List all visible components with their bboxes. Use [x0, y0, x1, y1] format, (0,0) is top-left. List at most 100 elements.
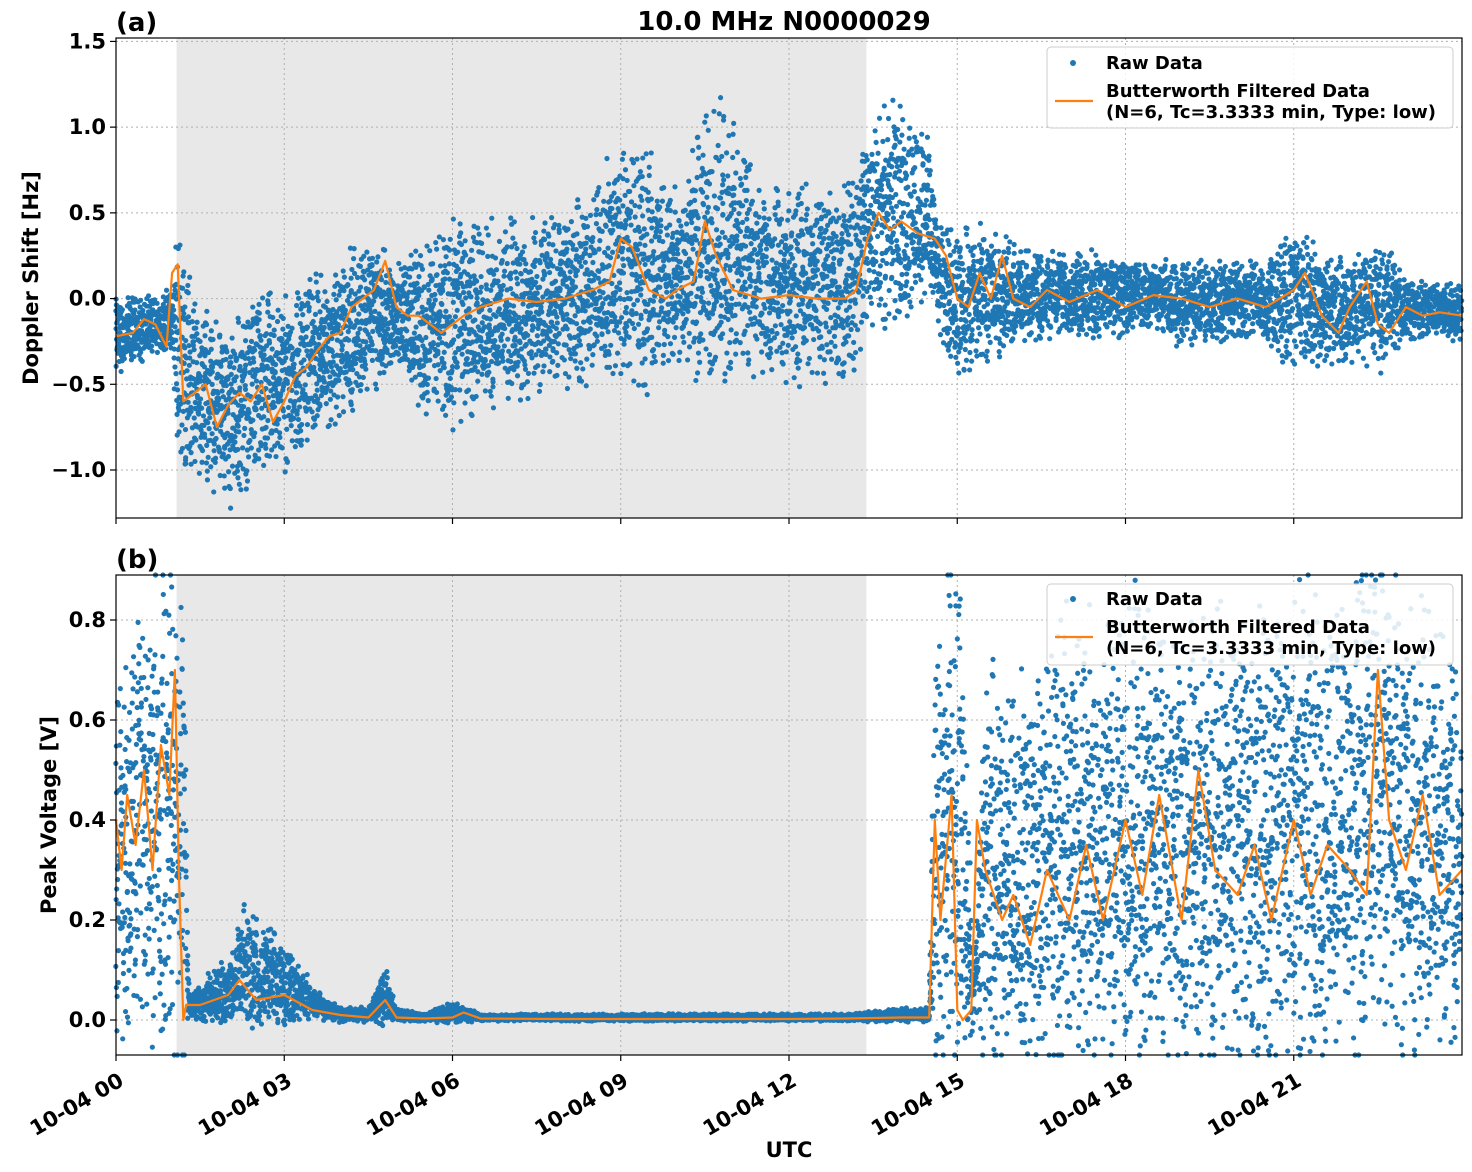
raw-data-point — [843, 339, 849, 345]
raw-data-point — [531, 263, 537, 270]
raw-data-point — [722, 234, 728, 240]
raw-data-point — [740, 219, 746, 226]
raw-data-point — [233, 357, 239, 364]
raw-data-point — [340, 409, 347, 415]
raw-data-point — [804, 211, 810, 218]
raw-data-point — [847, 192, 853, 198]
raw-data-point — [478, 284, 484, 290]
raw-data-point — [611, 190, 617, 196]
raw-data-point — [628, 222, 634, 228]
raw-data-point — [729, 295, 735, 302]
raw-data-point — [593, 221, 600, 227]
raw-data-point — [666, 309, 672, 315]
raw-data-point — [277, 377, 283, 383]
raw-data-point — [375, 254, 381, 260]
raw-data-point — [176, 407, 182, 413]
raw-data-point — [180, 273, 186, 279]
raw-data-point — [514, 245, 520, 252]
raw-data-point — [825, 300, 831, 306]
raw-data-point — [680, 334, 686, 340]
raw-data-point — [443, 254, 449, 260]
raw-data-point — [695, 134, 701, 140]
raw-data-point — [582, 259, 588, 265]
raw-data-point — [832, 279, 838, 285]
raw-data-point — [541, 236, 548, 243]
raw-data-point — [228, 381, 234, 387]
raw-data-point — [922, 202, 928, 208]
raw-data-point — [324, 331, 330, 337]
raw-data-point — [327, 315, 334, 322]
raw-data-point — [118, 368, 124, 375]
raw-data-point — [463, 252, 469, 258]
raw-data-point — [487, 316, 493, 322]
raw-data-point — [308, 348, 315, 354]
raw-data-point — [887, 171, 893, 178]
raw-data-point — [297, 404, 303, 410]
raw-data-point — [594, 333, 600, 339]
raw-data-point — [304, 324, 311, 330]
raw-data-point — [606, 364, 613, 370]
raw-data-point — [261, 352, 267, 358]
panel-a-raw-data — [113, 95, 1465, 511]
raw-data-point — [236, 417, 242, 423]
raw-data-point — [443, 308, 449, 314]
raw-data-point — [361, 356, 367, 362]
raw-data-point — [437, 263, 444, 269]
raw-data-point — [720, 182, 726, 188]
raw-data-point — [272, 370, 278, 376]
raw-data-point — [845, 315, 851, 321]
raw-data-point — [774, 330, 780, 337]
raw-data-point — [543, 346, 549, 352]
raw-data-point — [864, 255, 870, 262]
raw-data-point — [805, 361, 811, 367]
raw-data-point — [458, 331, 464, 337]
raw-data-point — [272, 386, 279, 392]
raw-data-point — [264, 435, 271, 441]
raw-data-point — [744, 187, 750, 193]
raw-data-point — [283, 355, 289, 361]
raw-data-point — [866, 284, 872, 290]
raw-data-point — [209, 364, 216, 370]
raw-data-point — [721, 177, 727, 183]
raw-data-point — [315, 396, 321, 402]
raw-data-point — [650, 298, 657, 304]
raw-data-point — [460, 301, 466, 307]
raw-data-point — [462, 238, 468, 244]
raw-data-point — [763, 259, 770, 266]
raw-data-point — [270, 399, 276, 405]
raw-data-point — [795, 351, 801, 357]
raw-data-point — [194, 331, 200, 337]
raw-data-point — [137, 297, 144, 303]
raw-data-point — [252, 347, 258, 353]
raw-data-point — [769, 327, 775, 334]
raw-data-point — [638, 312, 644, 318]
raw-data-point — [369, 342, 375, 348]
raw-data-point — [203, 460, 210, 466]
raw-data-point — [706, 181, 713, 187]
raw-data-point — [880, 138, 886, 145]
raw-data-point — [624, 290, 630, 296]
raw-data-point — [620, 256, 626, 262]
raw-data-point — [434, 272, 440, 278]
raw-data-point — [228, 354, 234, 360]
raw-data-point — [434, 246, 440, 252]
raw-data-point — [466, 306, 472, 312]
raw-data-point — [399, 334, 405, 340]
raw-data-point — [336, 292, 342, 298]
raw-data-point — [289, 325, 295, 331]
raw-data-point — [670, 351, 676, 357]
raw-data-point — [634, 156, 640, 162]
raw-data-point — [781, 257, 787, 263]
raw-data-point — [909, 146, 915, 152]
raw-data-point — [910, 215, 916, 221]
raw-data-point — [527, 310, 534, 316]
raw-data-point — [436, 335, 443, 341]
raw-data-point — [595, 189, 601, 195]
raw-data-point — [875, 233, 881, 239]
raw-data-point — [896, 168, 903, 174]
raw-data-point — [591, 290, 597, 296]
raw-data-point — [656, 342, 662, 348]
raw-data-point — [601, 198, 607, 204]
raw-data-point — [784, 264, 791, 270]
raw-data-point — [468, 294, 474, 300]
